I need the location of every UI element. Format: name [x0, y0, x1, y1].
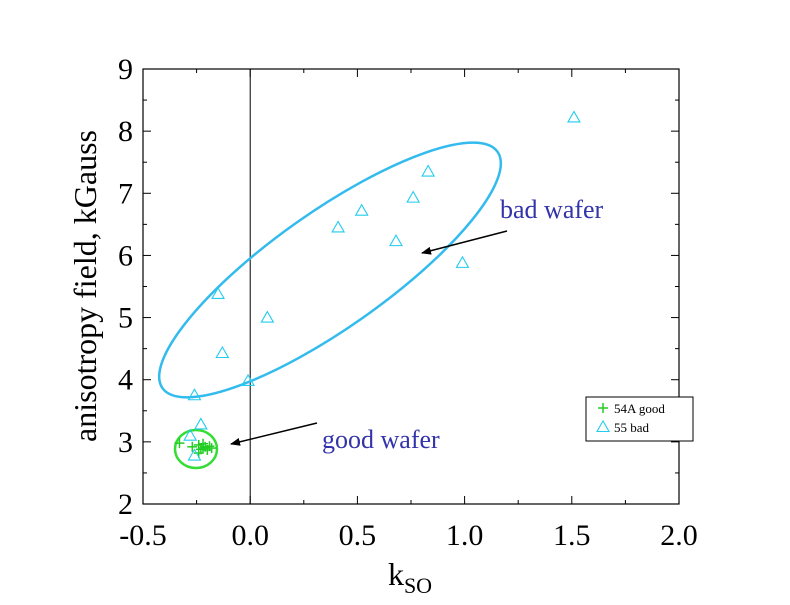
y-tick-label: 3 [118, 426, 133, 459]
x-tick-labels: -0.5 0.0 0.5 1.0 1.5 2.0 [119, 519, 698, 552]
y-tick-label: 8 [118, 115, 133, 148]
bad-wafer-point [193, 417, 208, 430]
bad-wafer-point [211, 286, 225, 300]
x-axis-title-main: k [388, 556, 404, 592]
y-tick-label: 5 [118, 302, 133, 335]
bad-wafer-arrow [421, 230, 508, 255]
good-wafer-cluster-ellipse [173, 428, 219, 470]
legend-symbol [596, 419, 610, 433]
bad-wafer-point [215, 345, 230, 359]
bad-wafer-cluster-ellipse [157, 141, 503, 399]
x-tick-label: 2.0 [660, 519, 698, 552]
legend-marker-good [598, 403, 608, 413]
legend-label-bad: 55 bad [614, 420, 650, 435]
bad-wafer-point [421, 164, 436, 177]
bad-wafer-point [406, 190, 421, 203]
y-axis-title: anisotropy field, kGauss [67, 130, 103, 442]
bad-wafer-point [183, 428, 198, 441]
x-tick-label: 0.5 [339, 519, 377, 552]
y-tick-label: 7 [118, 177, 133, 210]
data-marks [174, 110, 581, 461]
minor-ticks [143, 69, 679, 504]
x-tick-label: 1.5 [553, 519, 591, 552]
bad-wafer-point [389, 234, 403, 247]
good-wafer-point [204, 441, 215, 452]
bad-wafer-point [354, 203, 369, 216]
bad-wafer-point [566, 110, 581, 123]
x-axis-title-subscript: SO [404, 573, 432, 598]
legend-label-good: 54A good [614, 401, 665, 416]
y-tick-label: 4 [118, 364, 133, 397]
y-tick-label: 2 [118, 488, 133, 521]
x-tick-label: 0.0 [231, 519, 269, 552]
bad-wafer-point [260, 310, 275, 323]
y-tick-label: 9 [118, 53, 133, 86]
x-tick-label: -0.5 [119, 519, 167, 552]
x-axis-title: kSO [388, 556, 432, 598]
bad-wafer-point [187, 388, 202, 401]
good-wafer-annotation: good wafer [322, 425, 440, 454]
legend-box [585, 396, 694, 442]
x-tick-label: 1.0 [446, 519, 484, 552]
bad-wafer-annotation: bad wafer [500, 195, 604, 224]
legend-marker-bad [596, 419, 610, 433]
legend-symbol [598, 403, 608, 413]
good-wafer-point [187, 441, 198, 452]
y-tick-label: 6 [118, 239, 133, 272]
good-wafer-point [174, 438, 185, 449]
good-wafer-point [198, 443, 209, 454]
bad-wafer-point [331, 220, 346, 233]
good-wafer-arrow [230, 422, 318, 446]
legend: 54A good 55 bad [585, 396, 694, 442]
bad-wafer-point [241, 373, 256, 387]
y-tick-labels: 2 3 4 5 6 7 8 9 [118, 53, 133, 521]
bad-wafer-point [187, 448, 202, 461]
bad-wafer-point [455, 255, 470, 268]
good-wafer-point [206, 443, 217, 454]
